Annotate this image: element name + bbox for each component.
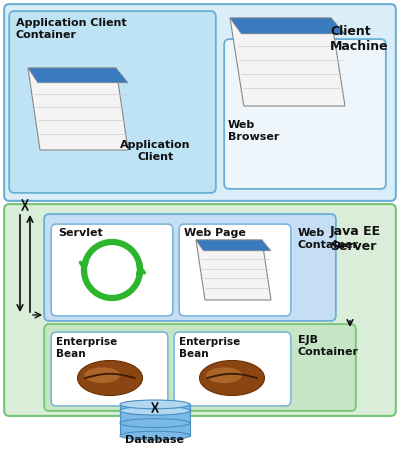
Polygon shape: [230, 18, 345, 106]
Text: Web Page: Web Page: [184, 228, 246, 238]
Ellipse shape: [77, 360, 143, 396]
Ellipse shape: [84, 367, 120, 383]
Polygon shape: [230, 18, 345, 34]
Ellipse shape: [199, 360, 265, 396]
FancyBboxPatch shape: [9, 11, 216, 193]
Bar: [120, 405, 190, 436]
Ellipse shape: [120, 419, 190, 428]
Text: Java EE
Server: Java EE Server: [330, 225, 381, 253]
FancyBboxPatch shape: [4, 204, 396, 416]
FancyBboxPatch shape: [51, 224, 173, 316]
FancyBboxPatch shape: [4, 4, 396, 201]
Text: Application
Client: Application Client: [120, 140, 191, 161]
Ellipse shape: [120, 406, 190, 415]
Text: Web
Browser: Web Browser: [228, 120, 279, 142]
FancyBboxPatch shape: [174, 332, 291, 406]
Text: Application Client
Container: Application Client Container: [16, 18, 127, 40]
Text: Client
Machine: Client Machine: [330, 25, 389, 53]
Text: Servlet: Servlet: [58, 228, 103, 238]
Text: Enterprise
Bean: Enterprise Bean: [56, 337, 117, 359]
Ellipse shape: [120, 400, 190, 409]
Ellipse shape: [120, 431, 190, 440]
Text: EJB
Container: EJB Container: [298, 335, 359, 357]
FancyBboxPatch shape: [51, 332, 168, 406]
Ellipse shape: [206, 367, 242, 383]
Text: Enterprise
Bean: Enterprise Bean: [179, 337, 240, 359]
Polygon shape: [28, 68, 128, 150]
Text: Web
Container: Web Container: [298, 228, 359, 249]
FancyBboxPatch shape: [224, 39, 386, 189]
FancyBboxPatch shape: [179, 224, 291, 316]
FancyBboxPatch shape: [44, 214, 336, 321]
Text: Database: Database: [125, 435, 184, 445]
FancyBboxPatch shape: [44, 324, 356, 411]
Polygon shape: [196, 240, 271, 251]
Polygon shape: [28, 68, 128, 83]
Polygon shape: [196, 240, 271, 300]
